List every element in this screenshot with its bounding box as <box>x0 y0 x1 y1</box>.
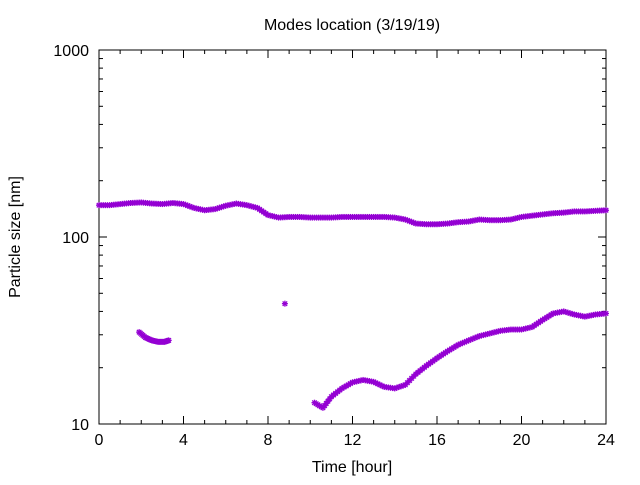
data-point <box>165 337 172 344</box>
y-tick-label: 1000 <box>53 43 89 60</box>
x-tick-label: 12 <box>344 432 362 449</box>
plot-frame <box>98 49 607 425</box>
y-tick-label: 100 <box>62 230 89 247</box>
x-tick-label: 16 <box>428 432 446 449</box>
x-tick-label: 20 <box>513 432 531 449</box>
x-tick-label: 0 <box>95 432 104 449</box>
y-tick-label: 10 <box>71 417 89 434</box>
x-axis-ticks: 0 4 8 12 16 20 24 <box>95 50 615 449</box>
x-axis-label: Time [hour] <box>312 459 392 476</box>
x-tick-label: 4 <box>179 432 188 449</box>
x-tick-label: 8 <box>264 432 273 449</box>
chart-title: Modes location (3/19/19) <box>264 17 440 34</box>
y-axis-ticks: 10 100 1000 <box>53 43 606 434</box>
data-points <box>96 199 609 411</box>
plot-area: 0 4 8 12 16 20 24 10 100 1000 <box>53 43 615 449</box>
x-tick-label: 24 <box>597 432 615 449</box>
data-point <box>281 300 288 307</box>
data-point <box>603 207 609 214</box>
y-axis-label: Particle size [nm] <box>7 176 24 298</box>
data-point <box>603 310 609 317</box>
